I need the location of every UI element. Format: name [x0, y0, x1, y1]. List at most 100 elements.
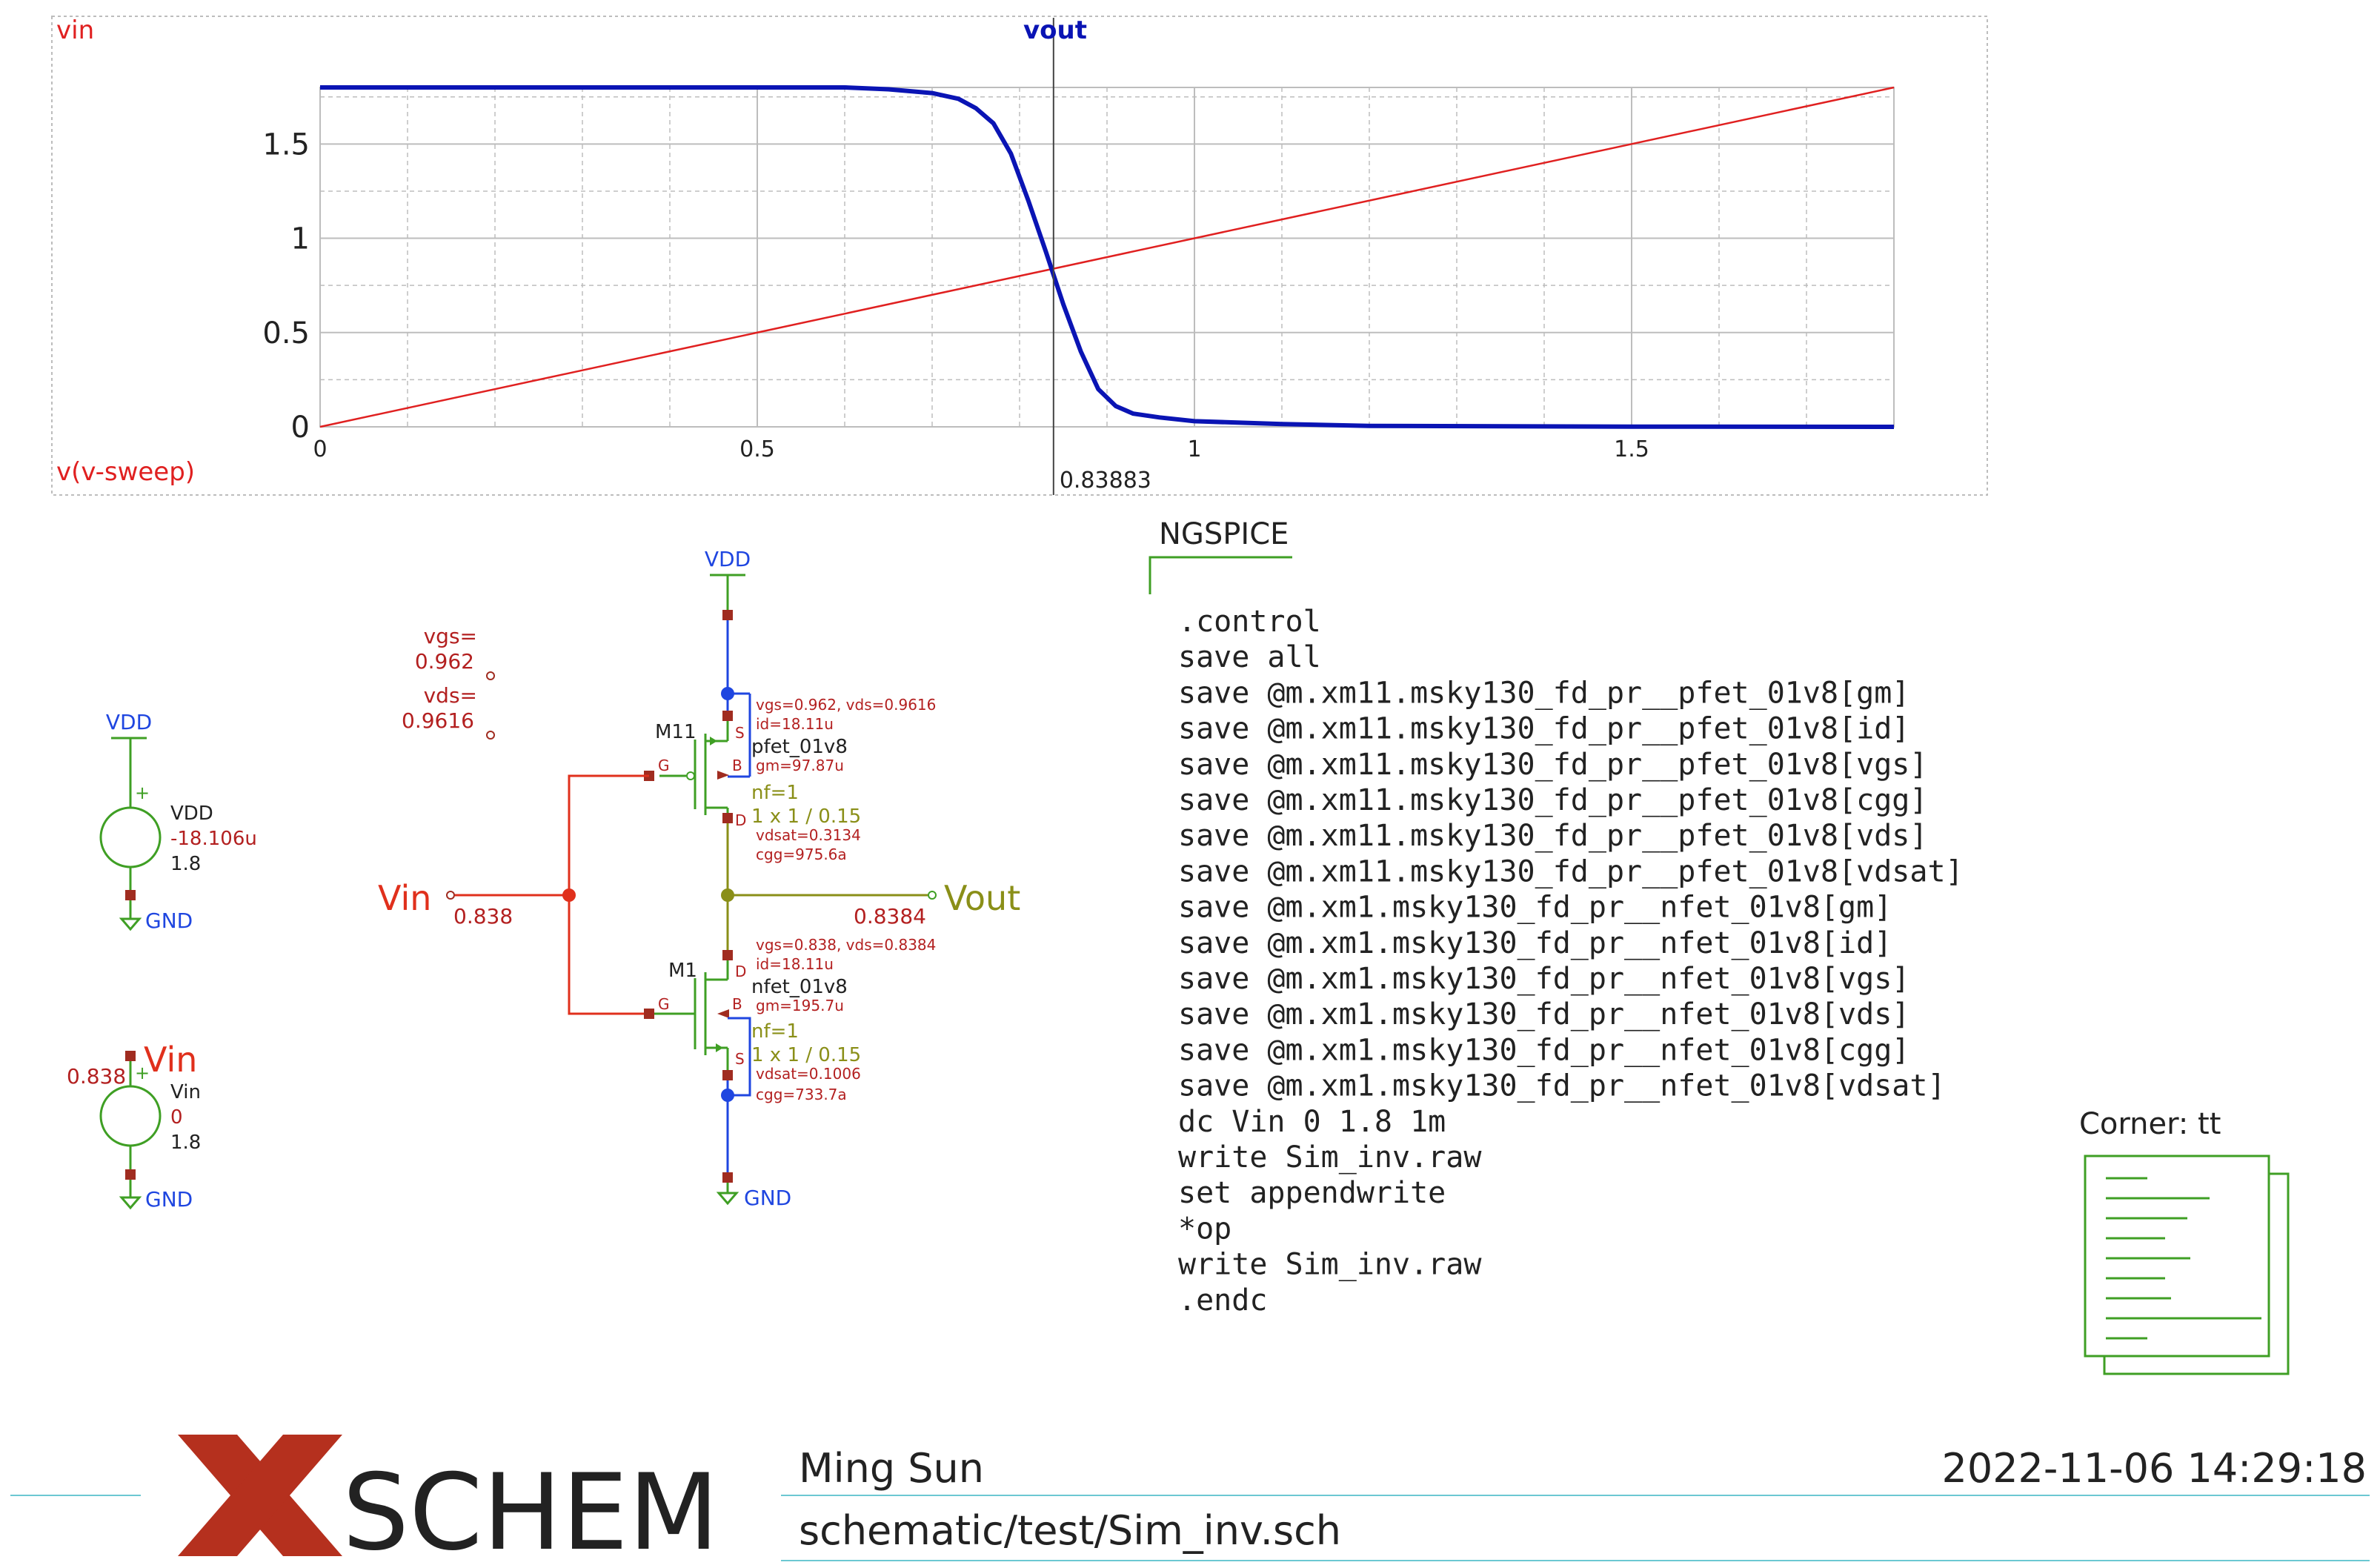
document-stack-icon[interactable]: [2084, 1155, 2290, 1375]
probe-vgs-label: vgs=: [424, 624, 477, 648]
m1-name[interactable]: M1: [668, 960, 697, 982]
vin-pin-circle: [446, 891, 455, 900]
author: Ming Sun: [799, 1445, 984, 1492]
sweep-label: v(v-sweep): [56, 457, 195, 487]
m1-pin-b: B: [732, 995, 742, 1013]
graph-grid: [319, 87, 1895, 428]
nmos-transistor-m1[interactable]: [654, 960, 729, 1055]
vdd-voltage-source[interactable]: VDD + GND VDD -18.106u 1.8: [99, 710, 257, 933]
gnd-label-bottom[interactable]: GND: [744, 1186, 791, 1210]
y-tick-label: 1.5: [262, 127, 310, 162]
vin-src-op-value: 0.838: [67, 1064, 126, 1089]
code-line: write Sim_inv.raw: [1178, 1140, 1482, 1175]
pin-marker: [722, 711, 733, 721]
xschem-logo[interactable]: SCHEM: [178, 1435, 719, 1568]
vin-src-net-label[interactable]: Vin: [144, 1040, 197, 1080]
vdd-src-net-label[interactable]: VDD: [106, 710, 152, 734]
vout-net-label[interactable]: Vout: [944, 878, 1020, 918]
x-tick-label: 0: [313, 436, 327, 462]
nmos-source-arrow: [716, 1043, 723, 1052]
probe-vds-value: 0.9616: [402, 708, 474, 733]
m11-model: pfet_01v8: [751, 736, 848, 758]
vin-net-label[interactable]: Vin: [378, 878, 431, 918]
vin-gate-p-wire[interactable]: [568, 774, 649, 895]
trace-label-vin[interactable]: vin: [56, 16, 94, 45]
code-line: set appendwrite: [1178, 1176, 1446, 1210]
waveform-graph[interactable]: 0 0.5 1 1.5 0 0.5 1 1.5 vin vout v(v-sweep) 0.8…: [51, 16, 1988, 496]
vin-value: 0.838: [453, 904, 513, 928]
vin-src-gnd-symbol: [119, 1196, 142, 1210]
m1-vgs-vds: vgs=0.838, vds=0.8384: [756, 936, 936, 954]
doc-text-lines: [2106, 1177, 2261, 1340]
op-probe-vds[interactable]: vds= 0.9616: [402, 683, 495, 740]
corner-label: Corner: tt: [2079, 1107, 2221, 1141]
op-probe-vgs[interactable]: vgs= 0.962: [415, 624, 495, 680]
pmos-transistor-m11[interactable]: [659, 721, 729, 818]
pmos-body-arrow: [717, 771, 729, 780]
ngspice-title: NGSPICE: [1159, 517, 1289, 551]
vin-gate-n-wire[interactable]: [568, 895, 649, 1015]
m1-pin-d: D: [735, 963, 746, 980]
graph-frame[interactable]: [51, 16, 1988, 496]
schematic: VDD M11 G S B D vgs=0.962, vds: [67, 547, 1020, 1212]
m1-vdsat: vdsat=0.1006: [756, 1065, 861, 1083]
m11-id: id=18.11u: [756, 715, 834, 733]
trace-label-vout[interactable]: vout: [1023, 16, 1087, 45]
vin-voltage-source[interactable]: Vin 0.838 + GND Vin 0 1.8: [67, 1040, 201, 1212]
corner-block[interactable]: Corner: tt: [2079, 1107, 2290, 1375]
x-tick-label: 1.5: [1614, 436, 1649, 462]
vout-pin-circle: [928, 891, 937, 900]
vdd-label-top[interactable]: VDD: [705, 547, 751, 571]
pin-marker: [722, 1172, 733, 1183]
logo-text: SCHEM: [342, 1452, 719, 1568]
pin-marker: [722, 1070, 733, 1080]
y-tick-label: 0: [291, 411, 310, 445]
m11-nf: nf=1: [751, 782, 799, 804]
vdd-src-current: -18.106u: [170, 828, 257, 850]
series-line-vout[interactable]: [320, 85, 1895, 429]
x-tick-label: 1: [1187, 436, 1201, 462]
m11-vdsat: vdsat=0.3134: [756, 826, 861, 844]
code-line: dc Vin 0 1.8 1m: [1178, 1105, 1446, 1139]
pin-marker: [722, 813, 733, 823]
code-line: save @m.xm1.msky130_fd_pr__nfet_01v8[vds…: [1178, 997, 1909, 1032]
code-line: save @m.xm1.msky130_fd_pr__nfet_01v8[gm]: [1178, 891, 1892, 925]
probe-vds-dot: [486, 731, 495, 740]
ngspice-bracket: [1149, 556, 1292, 594]
code-line: save @m.xm11.msky130_fd_pr__pfet_01v8[vd…: [1178, 854, 1964, 888]
y-tick-label: 0.5: [262, 316, 310, 351]
vin-src-name: Vin: [170, 1081, 201, 1103]
code-line: write Sim_inv.raw: [1178, 1248, 1482, 1282]
vdd-src-gnd-symbol: [119, 917, 142, 931]
vdd-src-gnd-label[interactable]: GND: [145, 908, 193, 933]
m1-gm: gm=195.7u: [756, 997, 844, 1014]
y-tick-label: 1: [291, 222, 310, 256]
pin-marker: [125, 1169, 136, 1180]
m1-pin-s: S: [735, 1050, 745, 1068]
pmos-gate-bubble: [686, 771, 695, 780]
m11-name[interactable]: M11: [655, 721, 697, 743]
code-line: save @m.xm11.msky130_fd_pr__pfet_01v8[gm…: [1178, 676, 1909, 710]
m1-nf: nf=1: [751, 1020, 799, 1043]
m11-vgs-vds: vgs=0.962, vds=0.9616: [756, 696, 936, 714]
vin-src-gnd-label[interactable]: GND: [145, 1187, 193, 1212]
x-tick-label: 0.5: [739, 436, 775, 462]
pin-marker: [644, 1009, 654, 1019]
vdd-src-circle: [99, 806, 162, 868]
logo-x-stroke-2: [178, 1435, 342, 1556]
vdd-src-plus: +: [135, 783, 150, 803]
m11-cgg: cgg=975.6a: [756, 846, 847, 863]
series-line-vin[interactable]: [319, 86, 1895, 428]
gnd-symbol-bottom: [716, 1192, 739, 1206]
code-line: save @m.xm11.msky130_fd_pr__pfet_01v8[cg…: [1178, 783, 1927, 817]
m11-pin-s: S: [735, 724, 745, 742]
cursor-value: 0.83883: [1060, 468, 1151, 494]
m11-pin-b: B: [732, 757, 742, 774]
m11-pin-d: D: [735, 811, 746, 829]
vin-src-value: 1.8: [170, 1132, 201, 1154]
code-line: save @m.xm11.msky130_fd_pr__pfet_01v8[id…: [1178, 712, 1909, 746]
